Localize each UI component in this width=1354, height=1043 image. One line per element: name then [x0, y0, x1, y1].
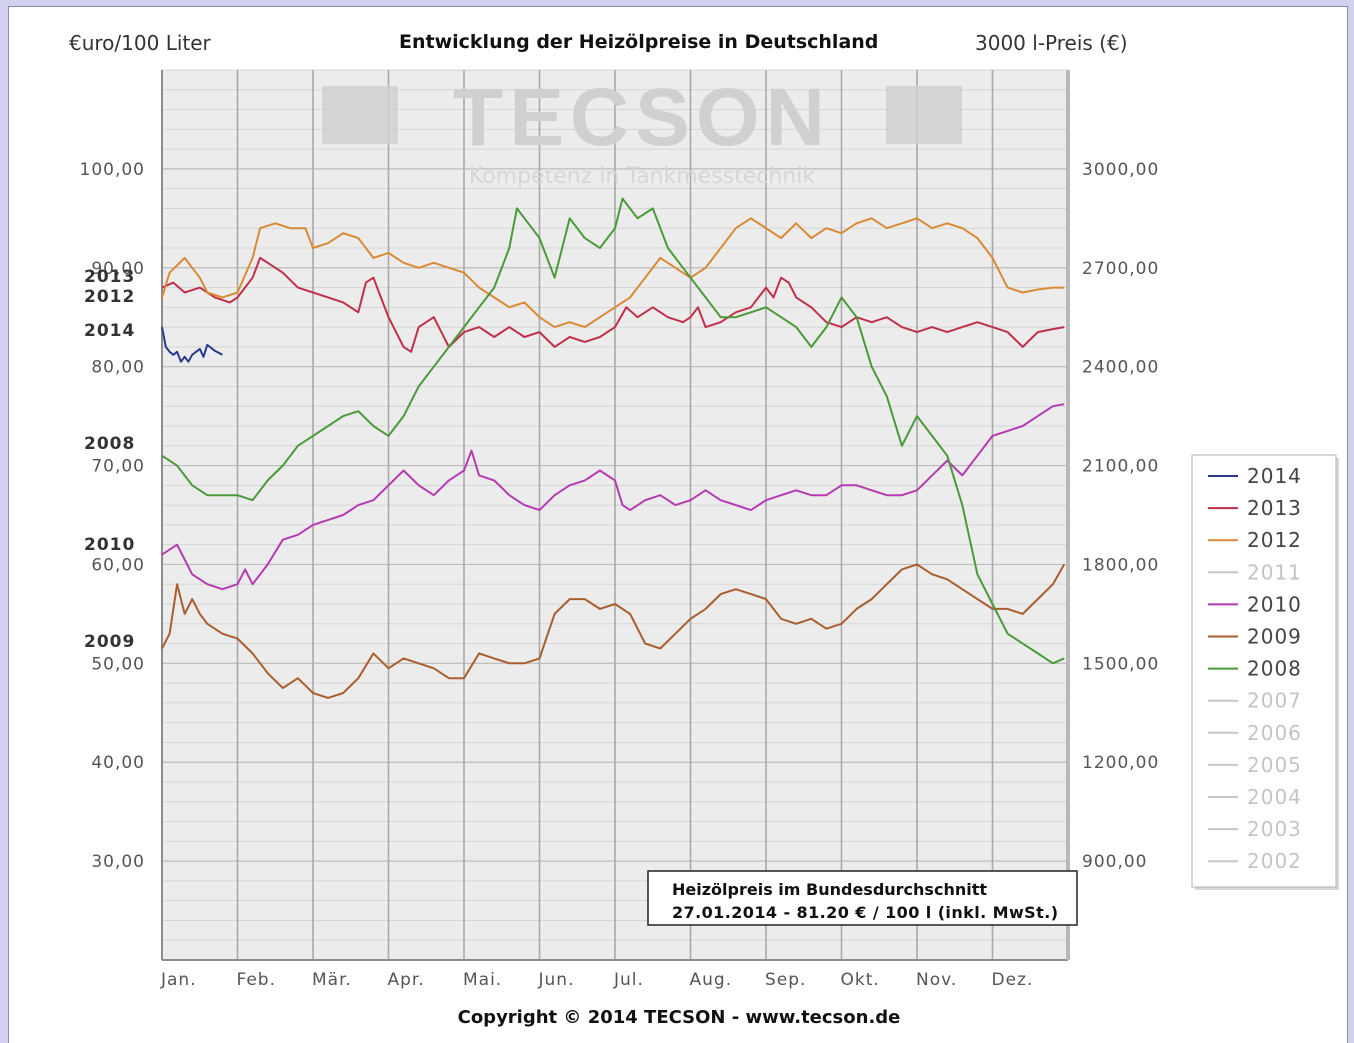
left-tick-label: 50,00 [91, 654, 145, 674]
right-tick-label: 1500,00 [1082, 654, 1159, 674]
legend-label-2002: 2002 [1247, 849, 1302, 873]
legend-label-2013: 2013 [1247, 496, 1302, 520]
legend-label-2005: 2005 [1247, 753, 1302, 777]
month-label: Aug. [690, 970, 733, 990]
legend-box [1191, 454, 1337, 888]
price-info-line1: Heizölpreis im Bundesdurchschnitt [672, 880, 987, 899]
month-label: Dez. [992, 970, 1034, 990]
right-tick-label: 1800,00 [1082, 555, 1159, 575]
series-start-label-2012: 2012 [84, 287, 135, 307]
series-start-label-2014: 2014 [84, 321, 135, 341]
month-label: Mär. [312, 970, 352, 990]
legend-label-2011: 2011 [1247, 560, 1302, 584]
month-label: Jul. [613, 970, 644, 990]
watermark-block-left [322, 86, 398, 144]
month-label: Jun. [538, 970, 575, 990]
legend-label-2014: 2014 [1247, 464, 1302, 488]
month-label: Nov. [916, 970, 957, 990]
left-tick-label: 30,00 [91, 852, 145, 872]
series-start-label-2010: 2010 [84, 535, 135, 555]
watermark-tagline: Kompetenz in Tankmesstechnik [469, 164, 816, 189]
month-label: Feb. [237, 970, 277, 990]
left-tick-label: 70,00 [91, 457, 145, 477]
series-line-2010 [161, 403, 1065, 591]
legend-label-2008: 2008 [1247, 657, 1302, 681]
left-tick-label: 60,00 [91, 555, 145, 575]
month-label: Jan. [160, 970, 197, 990]
series-line-2014 [161, 326, 223, 363]
right-tick-label: 900,00 [1082, 852, 1147, 872]
series-start-label-2009: 2009 [84, 632, 135, 652]
copyright-footer: Copyright © 2014 TECSON - www.tecson.de [457, 1007, 901, 1028]
legend-label-2007: 2007 [1247, 689, 1302, 713]
series-start-label-2008: 2008 [84, 434, 135, 454]
legend-label-2003: 2003 [1247, 817, 1302, 841]
month-label: Okt. [841, 970, 880, 990]
left-tick-label: 100,00 [80, 160, 145, 180]
right-tick-label: 2700,00 [1082, 259, 1159, 279]
left-tick-label: 40,00 [91, 753, 145, 773]
legend-label-2012: 2012 [1247, 528, 1302, 552]
right-tick-label: 2100,00 [1082, 457, 1159, 477]
price-info-box [647, 870, 1078, 926]
month-label: Mai. [463, 970, 502, 990]
legend-label-2010: 2010 [1247, 592, 1302, 616]
month-label: Apr. [388, 970, 425, 990]
legend-label-2009: 2009 [1247, 625, 1302, 649]
watermark-block-right [886, 86, 962, 144]
series-line-2012 [161, 217, 1065, 329]
series-start-label-2013: 2013 [84, 267, 135, 287]
legend-label-2004: 2004 [1247, 785, 1302, 809]
left-axis-unit: €uro/100 Liter [69, 31, 211, 55]
watermark-brand: TECSON [453, 72, 831, 163]
price-info-line2: 27.01.2014 - 81.20 € / 100 l (inkl. MwSt… [672, 903, 1058, 922]
right-axis-unit: 3000 l-Preis (€) [975, 31, 1128, 55]
left-tick-label: 80,00 [91, 358, 145, 378]
series-line-2008 [161, 197, 1065, 665]
legend-label-2006: 2006 [1247, 721, 1302, 745]
right-tick-label: 2400,00 [1082, 358, 1159, 378]
month-label: Sep. [765, 970, 806, 990]
right-tick-label: 1200,00 [1082, 753, 1159, 773]
series-line-2013 [161, 256, 1065, 353]
chart-title: Entwicklung der Heizölpreise in Deutschl… [399, 31, 879, 53]
right-tick-label: 3000,00 [1082, 160, 1159, 180]
left-tick-label: 90,00 [91, 259, 145, 279]
series-line-2009 [161, 563, 1066, 699]
